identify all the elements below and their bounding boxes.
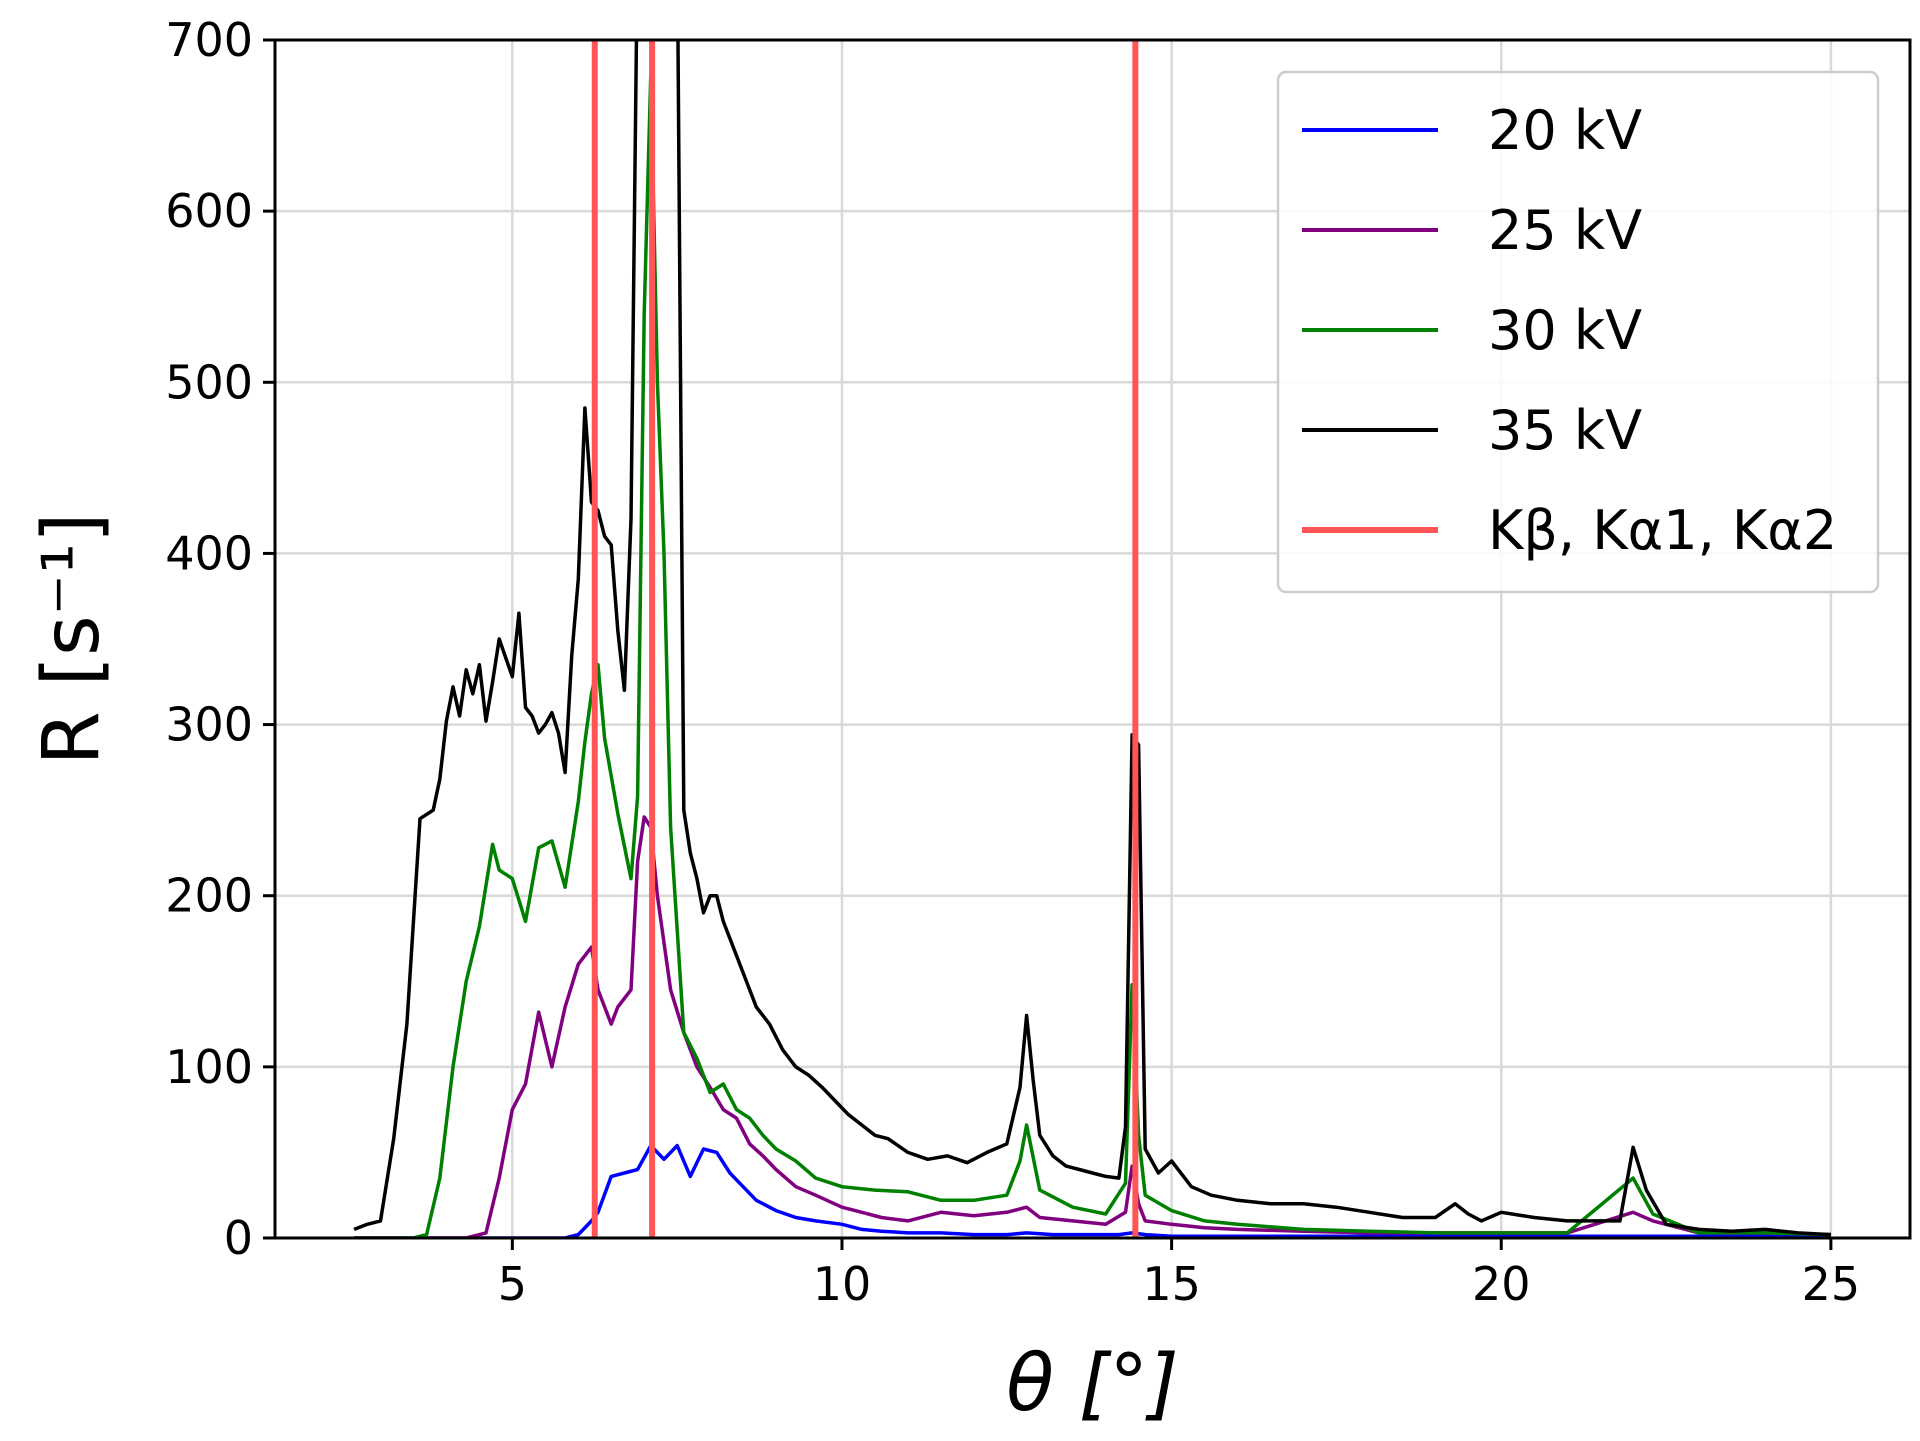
y-tick-label: 300 [165, 698, 253, 752]
y-tick-label: 700 [165, 13, 253, 67]
y-tick-label: 0 [224, 1211, 253, 1265]
series-line-20-kv [354, 1143, 1831, 1238]
legend-label: 25 kV [1488, 199, 1642, 262]
legend-box [1276, 70, 1880, 594]
x-tick-label: 25 [1802, 1257, 1861, 1311]
x-tick-label: 20 [1472, 1257, 1531, 1311]
series-line-30-kv [354, 72, 1831, 1238]
plot-series [353, 40, 1831, 1238]
y-tick-label: 500 [165, 355, 253, 409]
axis-ticks: 5 10 15 20 25 0 100 200 300 400 500 600 700 [165, 13, 1860, 1311]
legend: 20 kV 25 kV 30 kV 35 kV Kβ, Kα1, Kα2 [1276, 70, 1880, 594]
y-axis-label: R [s⁻¹] [27, 513, 117, 766]
x-tick-label: 10 [813, 1257, 872, 1311]
legend-label: 35 kV [1488, 399, 1642, 462]
y-tick-label: 200 [165, 869, 253, 923]
y-tick-label: 400 [165, 526, 253, 580]
series-line-25-kv [354, 815, 1831, 1238]
legend-label: 30 kV [1488, 299, 1642, 362]
x-tick-label: 5 [498, 1257, 527, 1311]
legend-label: Kβ, Kα1, Kα2 [1488, 499, 1837, 562]
x-axis-label: θ [°] [1006, 1339, 1178, 1429]
y-tick-label: 600 [165, 184, 253, 238]
legend-label: 20 kV [1488, 99, 1642, 162]
x-tick-label: 15 [1142, 1257, 1201, 1311]
y-tick-label: 100 [165, 1040, 253, 1094]
series-line-35-kv [353, 40, 1831, 1237]
k-lines [591, 40, 1139, 1238]
plot-frame [273, 38, 1912, 1240]
